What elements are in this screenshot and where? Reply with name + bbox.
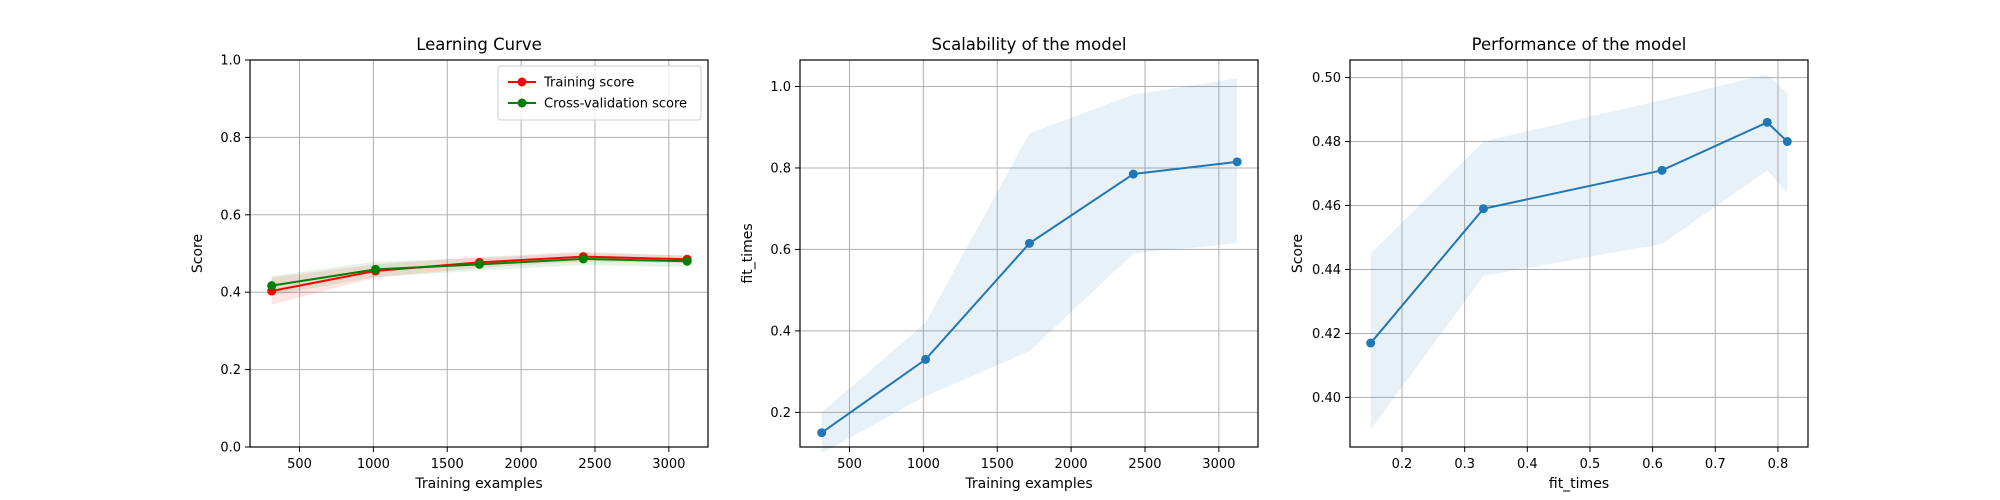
y-tick-label: 0.42 xyxy=(1312,327,1341,342)
y-tick-label: 0.44 xyxy=(1312,263,1341,278)
y-tick-label: 0.4 xyxy=(770,324,791,339)
x-tick-label: 2000 xyxy=(1055,457,1088,472)
chart-panel-1: 500 1000 1500 2000 2500 3000 0.0 0.2 0.4 0.6 0.8 1.… xyxy=(190,35,709,492)
series-1-std-band xyxy=(271,251,688,305)
y-tick-label: 0.46 xyxy=(1312,199,1341,214)
series-2-point xyxy=(578,254,588,264)
x-tick-label: 3000 xyxy=(652,457,685,472)
chart-panel-2: 500 1000 1500 2000 2500 3000 0.2 0.4 0.6 0.8 1.0 Sc… xyxy=(740,35,1259,492)
x-tick-label: 0.4 xyxy=(1517,457,1538,472)
x-tick-label: 500 xyxy=(287,457,312,472)
grid xyxy=(800,60,1258,447)
y-tick-label: 0.0 xyxy=(220,441,241,456)
legend-label: Training score xyxy=(543,76,634,91)
series-1-std-band xyxy=(1370,74,1788,430)
x-tick-label: 1000 xyxy=(357,457,390,472)
legend: Training score Cross-validation score xyxy=(497,65,702,121)
y-tick-label: 0.6 xyxy=(220,208,241,223)
series-2-point xyxy=(267,281,277,291)
series-2-point xyxy=(682,256,692,266)
y-tick-label: 0.50 xyxy=(1312,71,1341,86)
series-1-point xyxy=(817,428,827,438)
series-1-point xyxy=(1762,117,1772,127)
x-tick-label: 2500 xyxy=(1128,457,1161,472)
y-tick-label: 0.8 xyxy=(220,131,241,146)
x-tick-label: 1500 xyxy=(981,457,1014,472)
y-tick-label: 0.2 xyxy=(770,406,791,421)
series-1-point xyxy=(921,354,931,364)
legend-marker xyxy=(517,98,527,108)
y-tick-label: 0.48 xyxy=(1312,135,1341,150)
y-tick-label: 1.0 xyxy=(220,54,241,69)
y-axis-label: fit_times xyxy=(740,223,756,283)
series-1-point xyxy=(1366,338,1376,348)
legend-label: Cross-validation score xyxy=(544,97,687,112)
x-tick-label: 0.2 xyxy=(1392,457,1413,472)
series-1-point xyxy=(1024,238,1034,248)
chart-title: Learning Curve xyxy=(416,35,542,54)
y-tick-label: 0.2 xyxy=(220,363,241,378)
x-tick-label: 2000 xyxy=(505,457,538,472)
y-tick-label: 0.8 xyxy=(770,161,791,176)
series-2-point xyxy=(474,259,484,269)
x-tick-label: 0.3 xyxy=(1454,457,1475,472)
x-tick-label: 3000 xyxy=(1202,457,1235,472)
y-tick-label: 0.40 xyxy=(1312,391,1341,406)
x-tick-label: 0.7 xyxy=(1705,457,1726,472)
series-1-std-band xyxy=(821,78,1238,454)
y-axis-label: Score xyxy=(190,234,206,273)
series-1-point xyxy=(1782,137,1792,147)
legend-marker xyxy=(517,77,527,87)
x-axis-label: Training examples xyxy=(414,476,542,492)
chart-title: Scalability of the model xyxy=(932,35,1127,54)
y-axis-label: Score xyxy=(1290,234,1306,273)
axes-frame xyxy=(799,59,1259,448)
x-axis-label: fit_times xyxy=(1549,476,1609,492)
grid xyxy=(1350,60,1808,447)
x-tick-label: 1000 xyxy=(907,457,940,472)
y-tick-label: 0.6 xyxy=(770,243,791,258)
legend-box xyxy=(497,65,702,121)
x-tick-label: 0.6 xyxy=(1642,457,1663,472)
axes-frame xyxy=(249,59,709,448)
y-tick-label: 0.4 xyxy=(220,286,241,301)
x-tick-label: 0.8 xyxy=(1768,457,1789,472)
series-1-point xyxy=(1478,204,1488,214)
x-tick-label: 1500 xyxy=(431,457,464,472)
series-1-point xyxy=(1128,169,1138,179)
series-2-point xyxy=(371,264,381,274)
x-axis-label: Training examples xyxy=(964,476,1092,492)
x-tick-label: 2500 xyxy=(578,457,611,472)
x-tick-label: 500 xyxy=(837,457,862,472)
axes-frame xyxy=(1349,59,1809,448)
y-tick-label: 1.0 xyxy=(770,80,791,95)
x-tick-label: 0.5 xyxy=(1580,457,1601,472)
chart-panel-3: 0.2 0.3 0.4 0.5 0.6 0.7 0.8 0.40 0.42 0.44 0.46 0.4… xyxy=(1290,35,1809,492)
series-1-point xyxy=(1657,165,1667,175)
chart-title: Performance of the model xyxy=(1472,35,1687,54)
series-1-point xyxy=(1232,157,1242,167)
